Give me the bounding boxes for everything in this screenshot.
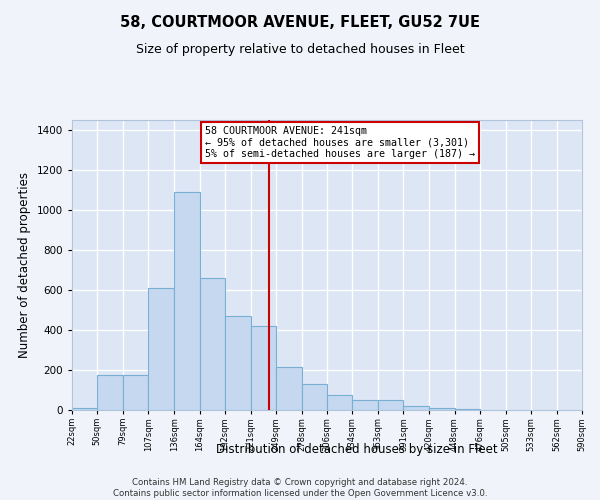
Bar	[72, 408, 97, 410]
Bar	[148, 288, 175, 410]
Bar	[378, 400, 403, 410]
Text: Distribution of detached houses by size in Fleet: Distribution of detached houses by size …	[216, 442, 498, 456]
Bar	[97, 375, 123, 410]
Bar	[123, 375, 148, 410]
Text: 58, COURTMOOR AVENUE, FLEET, GU52 7UE: 58, COURTMOOR AVENUE, FLEET, GU52 7UE	[120, 15, 480, 30]
Bar	[302, 384, 327, 410]
Bar	[327, 395, 352, 410]
Bar	[276, 367, 302, 410]
Bar	[352, 400, 378, 410]
Bar	[430, 408, 455, 410]
Bar	[224, 316, 251, 410]
Y-axis label: Number of detached properties: Number of detached properties	[18, 172, 31, 358]
Bar	[175, 192, 199, 410]
Text: 58 COURTMOOR AVENUE: 241sqm
← 95% of detached houses are smaller (3,301)
5% of s: 58 COURTMOOR AVENUE: 241sqm ← 95% of det…	[205, 126, 475, 159]
Bar	[403, 406, 430, 410]
Text: Contains HM Land Registry data © Crown copyright and database right 2024.
Contai: Contains HM Land Registry data © Crown c…	[113, 478, 487, 498]
Bar	[251, 326, 276, 410]
Text: Size of property relative to detached houses in Fleet: Size of property relative to detached ho…	[136, 42, 464, 56]
Bar	[199, 278, 224, 410]
Bar	[455, 409, 479, 410]
